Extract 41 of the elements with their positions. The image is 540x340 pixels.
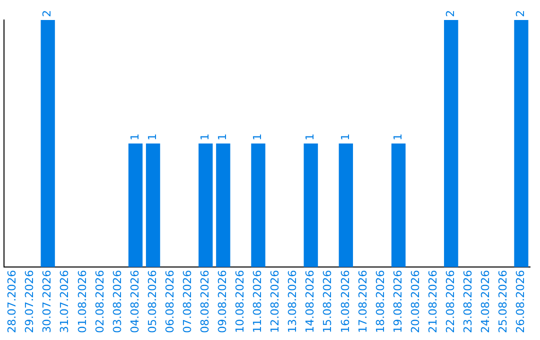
x-tick-label: 12.08.2026 <box>268 270 282 334</box>
x-tick-label: 02.08.2026 <box>93 270 106 334</box>
x-tick-label: 05.08.2026 <box>146 270 159 334</box>
data-label: 2 <box>444 10 457 17</box>
data-label: 2 <box>40 10 54 17</box>
x-tick-label: 23.08.2026 <box>461 270 474 334</box>
x-tick-label: 03.08.2026 <box>110 270 124 334</box>
x-tick-label: 19.08.2026 <box>391 270 404 334</box>
data-label: 1 <box>128 134 142 141</box>
x-tick-label: 06.08.2026 <box>163 270 176 334</box>
x-tick-label: 17.08.2026 <box>356 270 370 334</box>
x-tick-label: 10.08.2026 <box>234 270 247 334</box>
x-tick-label: 20.08.2026 <box>408 270 422 334</box>
data-label: 1 <box>251 134 264 141</box>
x-tick-label: 16.08.2026 <box>338 270 352 334</box>
data-label: 1 <box>338 134 352 141</box>
x-tick-label: 13.08.2026 <box>286 270 300 334</box>
x-tick-label: 04.08.2026 <box>128 270 142 334</box>
x-tick-label: 01.08.2026 <box>76 270 89 334</box>
x-tick-label: 21.08.2026 <box>426 270 440 334</box>
x-tick-label: 24.08.2026 <box>479 270 492 334</box>
x-tick-label: 22.08.2026 <box>444 270 457 334</box>
x-tick-label: 07.08.2026 <box>180 270 194 334</box>
data-label: 1 <box>304 134 317 141</box>
x-tick-label: 11.08.2026 <box>251 270 264 334</box>
data-label: 1 <box>198 134 212 141</box>
x-tick-label: 14.08.2026 <box>304 270 317 334</box>
data-label: 1 <box>216 134 230 141</box>
x-tick-label: 30.07.2026 <box>40 270 54 334</box>
x-tick-label: 18.08.2026 <box>374 270 387 334</box>
data-label: 2 <box>514 10 528 17</box>
data-label: 1 <box>146 134 159 141</box>
x-tick-label: 28.07.2026 <box>6 270 19 334</box>
x-tick-label: 26.08.2026 <box>514 270 528 334</box>
x-tick-label: 15.08.2026 <box>321 270 334 334</box>
x-tick-label: 31.07.2026 <box>58 270 72 334</box>
data-label: 1 <box>391 134 404 141</box>
x-tick-label: 25.08.2026 <box>496 270 510 334</box>
x-tick-label: 09.08.2026 <box>216 270 230 334</box>
x-tick-label: 08.08.2026 <box>198 270 212 334</box>
x-tick-label: 29.07.2026 <box>23 270 36 334</box>
